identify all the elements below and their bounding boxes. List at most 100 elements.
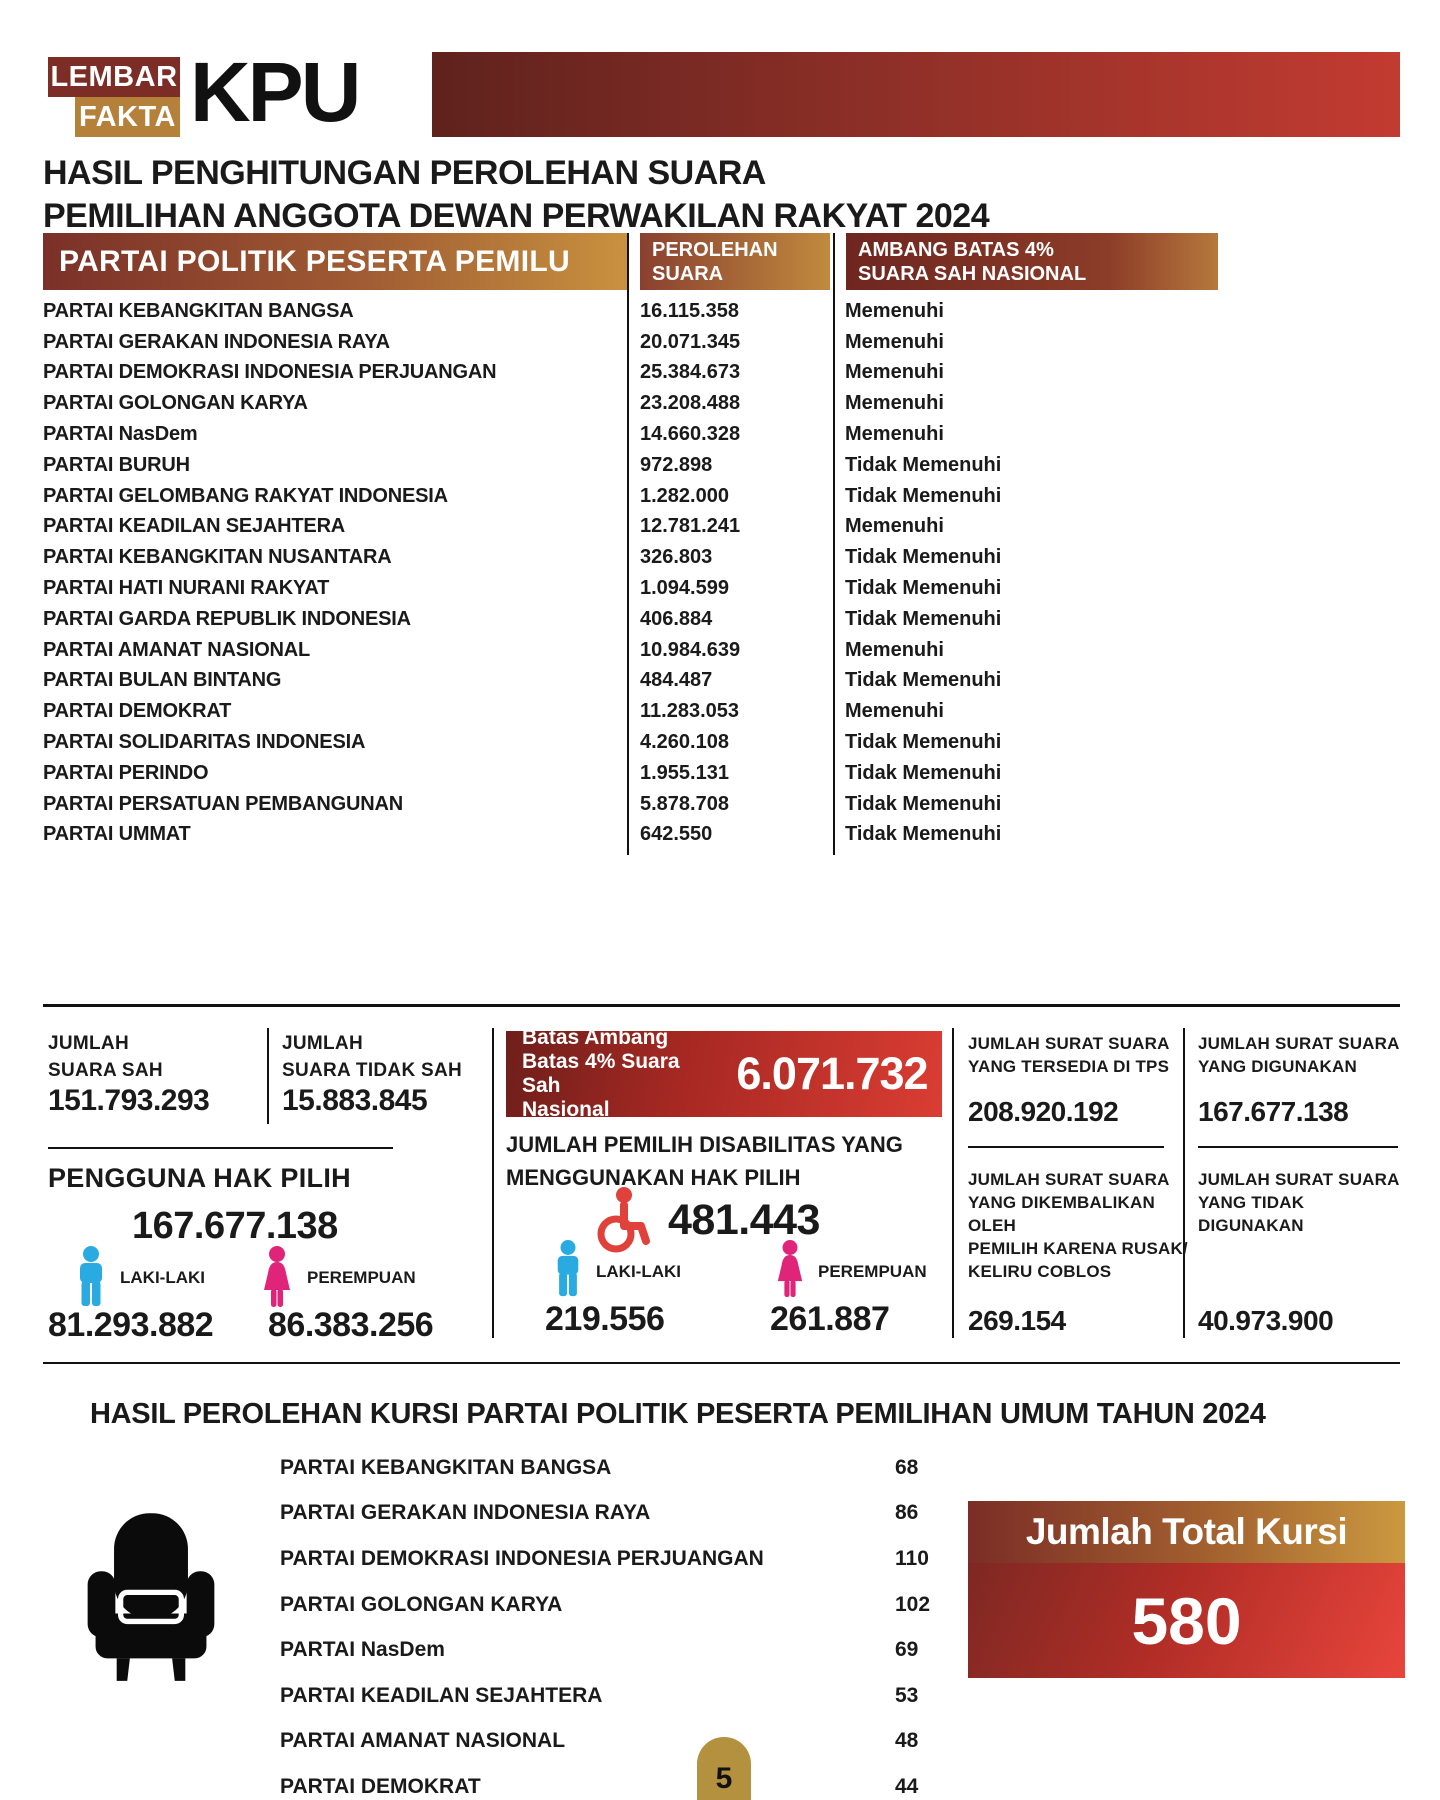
male-icon	[80, 1246, 102, 1306]
party-name: PARTAI KEBANGKITAN BANGSA	[43, 299, 354, 322]
party-votes: 16.115.358	[640, 299, 739, 322]
armchair-icon	[87, 1513, 215, 1681]
seat-party: PARTAI DEMOKRASI INDONESIA PERJUANGAN	[280, 1546, 764, 1570]
ballots-unused-value: 40.973.900	[1198, 1305, 1334, 1336]
ballots-returned-block: JUMLAH SURAT SUARA YANG DIKEMBALIKAN OLE…	[968, 1168, 1188, 1337]
party-name: PARTAI AMANAT NASIONAL	[43, 638, 311, 661]
party-status: Tidak Memenuhi	[845, 484, 1002, 507]
party-votes: 10.984.639	[640, 638, 741, 661]
party-votes: 972.898	[640, 453, 713, 476]
party-status: Memenuhi	[845, 299, 944, 322]
party-votes: 11.283.053	[640, 700, 739, 723]
party-votes: 326.803	[640, 546, 713, 569]
ballots-available-block: JUMLAH SURAT SUARA YANG TERSEDIA DI TPS …	[968, 1032, 1173, 1128]
party-name: PARTAI GELOMBANG RAKYAT INDONESIA	[43, 484, 448, 507]
voters-female-label: PEREMPUAN	[307, 1268, 416, 1287]
table-row: PARTAI DEMOKRAT 11.283.053 Memenuhi	[43, 696, 1223, 727]
party-status: Memenuhi	[845, 423, 944, 446]
table-row: PARTAI SOLIDARITAS INDONESIA 4.260.108 Tid…	[43, 727, 1223, 758]
party-name: PARTAI SOLIDARITAS INDONESIA	[43, 731, 366, 754]
fakta-badge: FAKTA	[75, 97, 180, 137]
divider	[492, 1028, 494, 1338]
disability-voters-label: JUMLAH PEMILIH DISABILITAS YANG MENGGUNA…	[506, 1128, 903, 1194]
total-seats-label: Jumlah Total Kursi	[968, 1501, 1405, 1563]
party-votes: 12.781.241	[640, 515, 741, 538]
total-seats-box: Jumlah Total Kursi 580	[968, 1501, 1405, 1678]
female-icon	[264, 1246, 290, 1307]
seat-row: PARTAI GOLONGAN KARYA 102	[280, 1582, 980, 1628]
lembar-badge: LEMBAR	[48, 57, 180, 97]
table-header-votes: PEROLEHAN SUARA	[640, 233, 830, 290]
seat-row: PARTAI DEMOKRAT 44	[280, 1764, 980, 1800]
wheelchair-icon	[597, 1187, 650, 1253]
ballots-returned-label-line4: KELIRU COBLOS	[968, 1262, 1112, 1281]
male-icon	[557, 1240, 579, 1297]
party-status: Tidak Memenuhi	[845, 761, 1002, 784]
party-name: PARTAI KEBANGKITAN NUSANTARA	[43, 546, 392, 569]
table-header-party-label: PARTAI POLITIK PESERTA PEMILU	[59, 244, 570, 278]
seat-count: 48	[895, 1729, 919, 1753]
seat-party: PARTAI AMANAT NASIONAL	[280, 1729, 566, 1753]
table-divider-1	[627, 233, 629, 855]
threshold-box-label: Batas Ambang Batas 4% Suara Sah Nasional	[506, 1026, 722, 1122]
table-row: PARTAI GELOMBANG RAKYAT INDONESIA 1.282.0…	[43, 481, 1223, 512]
ballots-used-block: JUMLAH SURAT SUARA YANG DIGUNAKAN 167.67…	[1198, 1032, 1403, 1128]
party-name: PARTAI BURUH	[43, 453, 190, 476]
ballots-unused-block: JUMLAH SURAT SUARA YANG TIDAK DIGUNAKAN …	[1198, 1168, 1408, 1337]
party-votes: 642.550	[640, 823, 713, 846]
page-title-line1: HASIL PENGHITUNGAN PEROLEHAN SUARA	[43, 154, 766, 192]
header-gradient-bar	[432, 52, 1400, 137]
table-row: PARTAI KEBANGKITAN BANGSA 16.115.358 Memen…	[43, 296, 1223, 327]
seat-table: PARTAI KEBANGKITAN BANGSA 68 PARTAI GERAK…	[280, 1445, 980, 1800]
table-row: PARTAI UMMAT 642.550 Tidak Memenuhi	[43, 820, 1223, 851]
valid-votes-label-line2: SUARA SAH	[48, 1060, 163, 1081]
divider	[968, 1146, 1164, 1148]
valid-votes-block: JUMLAH SUARA SAH 151.793.293	[48, 1030, 210, 1118]
table-header-votes-line2: SUARA	[652, 262, 724, 285]
divider	[43, 1362, 1400, 1364]
ballots-unused-label-line1: JUMLAH SURAT SUARA	[1198, 1170, 1400, 1189]
party-votes: 14.660.328	[640, 423, 741, 446]
party-status: Tidak Memenuhi	[845, 546, 1002, 569]
party-votes: 1.282.000	[640, 484, 729, 507]
party-name: PARTAI DEMOKRASI INDONESIA PERJUANGAN	[43, 361, 497, 384]
party-name: PARTAI GARDA REPUBLIK INDONESIA	[43, 607, 411, 630]
party-status: Tidak Memenuhi	[845, 731, 1002, 754]
threshold-label-line2: Batas 4% Suara Sah	[522, 1050, 680, 1097]
table-header-votes-line1: PEROLEHAN	[652, 238, 778, 261]
seat-party: PARTAI GOLONGAN KARYA	[280, 1592, 563, 1616]
table-header-threshold: AMBANG BATAS 4% SUARA SAH NASIONAL	[846, 233, 1218, 290]
ballots-unused-label-line2: YANG TIDAK DIGUNAKAN	[1198, 1193, 1305, 1235]
seat-party: PARTAI DEMOKRAT	[280, 1774, 481, 1798]
ballots-used-value: 167.677.138	[1198, 1096, 1349, 1127]
party-name: PARTAI DEMOKRAT	[43, 700, 232, 723]
ballots-returned-label-line3: PEMILIH KARENA RUSAK/	[968, 1239, 1188, 1258]
seat-count: 68	[895, 1455, 919, 1479]
seat-count: 69	[895, 1638, 919, 1662]
table-row: PARTAI GOLONGAN KARYA 23.208.488 Memenuhi	[43, 388, 1223, 419]
table-row: PARTAI PERSATUAN PEMBANGUNAN 5.878.708 Tid…	[43, 789, 1223, 820]
invalid-votes-block: JUMLAH SUARA TIDAK SAH 15.883.845	[282, 1030, 462, 1118]
party-status: Memenuhi	[845, 392, 944, 415]
invalid-votes-label-line1: JUMLAH	[282, 1033, 363, 1054]
voters-title: PENGGUNA HAK PILIH	[48, 1163, 351, 1193]
table-divider-2	[833, 233, 835, 855]
party-status: Memenuhi	[845, 700, 944, 723]
threshold-label-line1: Batas Ambang	[522, 1026, 669, 1049]
table-row: PARTAI KEADILAN SEJAHTERA 12.781.241 Memen…	[43, 512, 1223, 543]
table-row: PARTAI HATI NURANI RAKYAT 1.094.599 Tidak …	[43, 573, 1223, 604]
seat-party: PARTAI KEBANGKITAN BANGSA	[280, 1455, 612, 1479]
voters-male-value: 81.293.882	[48, 1306, 214, 1344]
threshold-value: 6.071.732	[736, 1048, 928, 1099]
seat-count: 53	[895, 1683, 919, 1707]
party-table: PARTAI KEBANGKITAN BANGSA 16.115.358 Memen…	[43, 296, 1223, 850]
ballots-returned-label-line2: YANG DIKEMBALIKAN OLEH	[968, 1193, 1155, 1235]
female-icon	[777, 1240, 803, 1298]
party-votes: 406.884	[640, 607, 713, 630]
disability-voters-value: 481.443	[668, 1196, 820, 1244]
table-row: PARTAI AMANAT NASIONAL 10.984.639 Memenuhi	[43, 635, 1223, 666]
divider	[952, 1028, 954, 1338]
party-status: Memenuhi	[845, 330, 944, 353]
seats-section-title: HASIL PEROLEHAN KURSI PARTAI POLITIK PES…	[90, 1398, 1266, 1430]
